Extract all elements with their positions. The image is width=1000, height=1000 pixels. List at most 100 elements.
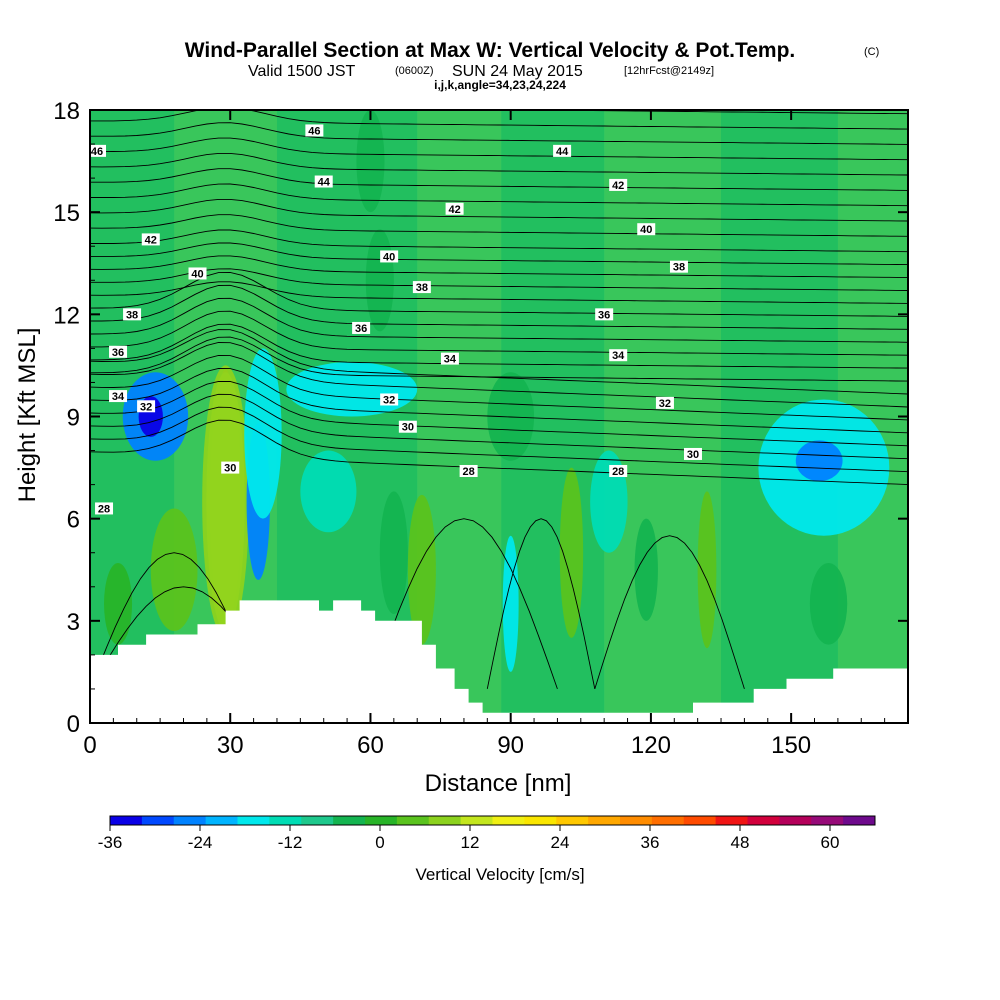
theta-label-box [609, 178, 628, 191]
velocity-cell [697, 491, 717, 649]
colorbar-swatch [365, 816, 398, 825]
colorbar-swatch [747, 816, 780, 825]
theta-label: 38 [416, 282, 428, 294]
x-tick-label: 150 [771, 732, 811, 759]
theta-isoline [90, 137, 908, 161]
y-tick-label: 9 [67, 405, 80, 432]
colorbar-swatch [237, 816, 270, 825]
velocity-cell [407, 494, 436, 645]
colorbar-swatch [588, 816, 621, 825]
theta-isoline [90, 271, 908, 317]
theta-isoline [90, 323, 908, 369]
theta-label: 44 [556, 146, 569, 158]
y-tick-label: 0 [67, 711, 80, 738]
velocity-cell [559, 467, 584, 638]
theta-label-box [109, 345, 128, 358]
theta-label: 28 [98, 503, 110, 515]
colorbar-tick-label: 12 [461, 833, 480, 852]
theta-label-box [609, 349, 628, 362]
theta-label: 42 [448, 204, 460, 216]
colorbar-swatch [428, 816, 462, 825]
colorbar-tick-label: -12 [278, 833, 303, 852]
velocity-cell [795, 440, 843, 482]
theta-label-box [609, 464, 628, 477]
theta-isoline [90, 229, 908, 253]
theta-label: 34 [112, 391, 125, 403]
colorbar-swatch [460, 816, 493, 825]
theta-label-box [137, 400, 156, 413]
y-tick-label: 15 [53, 200, 80, 227]
velocity-cell [356, 110, 385, 213]
theta-isoline [90, 367, 908, 434]
theta-label: 30 [224, 463, 236, 475]
theta-label-box [655, 396, 674, 409]
theta-label: 36 [355, 323, 367, 335]
theta-label: 30 [402, 422, 414, 434]
theta-isoline [90, 393, 908, 460]
colorbar-frame [109, 815, 876, 826]
theta-isoline [90, 168, 908, 191]
theta-isoline [90, 122, 908, 145]
theta-label: 36 [112, 347, 124, 359]
theta-label: 44 [318, 177, 331, 189]
valid-date: SUN 24 May 2015 [452, 63, 583, 80]
theta-label-box [123, 308, 142, 321]
colorbar-tick-label: 0 [375, 833, 384, 852]
valid-time-utc: (0600Z) [395, 65, 434, 77]
theta-label: 34 [444, 354, 457, 366]
colorbar-swatch [396, 816, 430, 825]
theta-label-box [380, 393, 399, 406]
theta-isoline [90, 310, 908, 356]
theta-label-box [141, 233, 160, 246]
y-tick-label: 12 [53, 302, 80, 329]
colorbar-swatch [173, 816, 207, 825]
theta-label: 42 [145, 234, 157, 246]
colorbar-tick-label: 60 [821, 833, 840, 852]
x-tick-label: 0 [83, 732, 96, 759]
colorbar-tick-label: 48 [731, 833, 750, 852]
theta-label-box [669, 260, 688, 273]
theta-isoline [90, 380, 908, 447]
colorbar-swatch [269, 816, 302, 825]
theta-isoline [90, 152, 908, 176]
colorbar-tick-label: -36 [98, 833, 123, 852]
theta-isoline [90, 419, 908, 486]
theta-isoline [490, 110, 908, 115]
velocity-cell [379, 491, 408, 615]
section-params: i,j,k,angle=34,23,24,224 [434, 78, 566, 92]
velocity-cell [150, 508, 198, 632]
theta-label: 36 [598, 309, 610, 321]
colorbar-swatch [110, 816, 143, 825]
theta-label-box [440, 352, 459, 365]
theta-isoline [90, 406, 908, 473]
theta-label: 46 [308, 125, 320, 137]
theta-label-box [109, 390, 128, 403]
colorbar-swatch [205, 816, 238, 825]
colorbar-label: Vertical Velocity [cm/s] [415, 865, 584, 884]
colorbar-swatch [811, 816, 844, 825]
theta-isoline [90, 297, 908, 343]
theta-label: 40 [640, 224, 652, 236]
velocity-cell [502, 535, 519, 672]
theta-label-box [314, 175, 333, 188]
velocity-cell [634, 518, 658, 621]
theta-isoline [90, 255, 908, 279]
theta-isoline [486, 518, 596, 689]
x-tick-label: 90 [497, 732, 524, 759]
theta-isoline [370, 518, 558, 690]
theta-label-box [95, 502, 114, 515]
velocity-cell [809, 562, 848, 645]
chart-title: Wind-Parallel Section at Max W: Vertical… [185, 39, 796, 62]
theta-isoline [90, 214, 908, 237]
x-tick-label: 60 [357, 732, 384, 759]
theta-isoline [90, 336, 908, 382]
colorbar-swatch [333, 816, 366, 825]
theta-label: 32 [140, 401, 152, 413]
theta-isoline [90, 281, 908, 304]
velocity-cell [202, 365, 249, 638]
colorbar-tick-label: -24 [188, 833, 213, 852]
colorbar-swatch [524, 816, 557, 825]
theta-label: 38 [126, 309, 138, 321]
theta-label-box [352, 321, 371, 334]
theta-label-box [553, 144, 572, 157]
